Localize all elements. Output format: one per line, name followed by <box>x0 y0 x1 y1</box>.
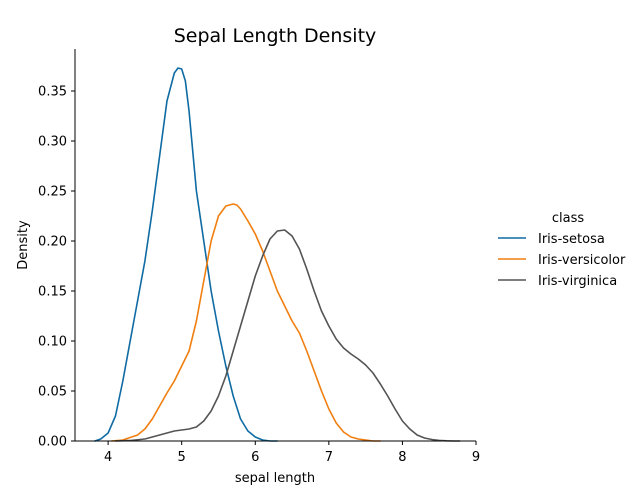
x-axis-label: sepal length <box>235 471 315 486</box>
legend-title: class <box>552 211 584 226</box>
chart-title: Sepal Length Density <box>174 25 377 47</box>
legend-label-iris-versicolor: Iris-versicolor <box>538 253 626 268</box>
x-tick-label: 5 <box>178 450 186 465</box>
x-tick-label: 4 <box>104 450 112 465</box>
legend: class Iris-setosa Iris-versicolor Iris-vir… <box>498 211 626 289</box>
y-tick-label: 0.25 <box>38 185 67 200</box>
y-axis-label: Density <box>16 220 31 270</box>
series-line-iris-virginica <box>114 229 461 442</box>
y-tick-label: 0.15 <box>38 285 67 300</box>
series-line-iris-setosa <box>94 67 279 442</box>
y-tick-label: 0.30 <box>38 135 67 150</box>
legend-label-iris-setosa: Iris-setosa <box>538 232 605 247</box>
x-tick-label: 8 <box>398 450 406 465</box>
plot-area <box>94 67 461 442</box>
x-ticks: 4 5 6 7 8 9 <box>104 441 480 465</box>
y-tick-label: 0.10 <box>38 335 67 350</box>
x-tick-label: 7 <box>325 450 333 465</box>
legend-label-iris-virginica: Iris-virginica <box>538 274 617 289</box>
x-tick-label: 9 <box>472 450 480 465</box>
series-line-iris-versicolor <box>110 203 382 442</box>
y-ticks: 0.00 0.05 0.10 0.15 0.20 0.25 0.30 0.35 <box>38 85 75 450</box>
y-tick-label: 0.35 <box>38 85 67 100</box>
x-tick-label: 6 <box>251 450 259 465</box>
y-tick-label: 0.00 <box>38 435 67 450</box>
y-tick-label: 0.05 <box>38 385 67 400</box>
y-tick-label: 0.20 <box>38 235 67 250</box>
